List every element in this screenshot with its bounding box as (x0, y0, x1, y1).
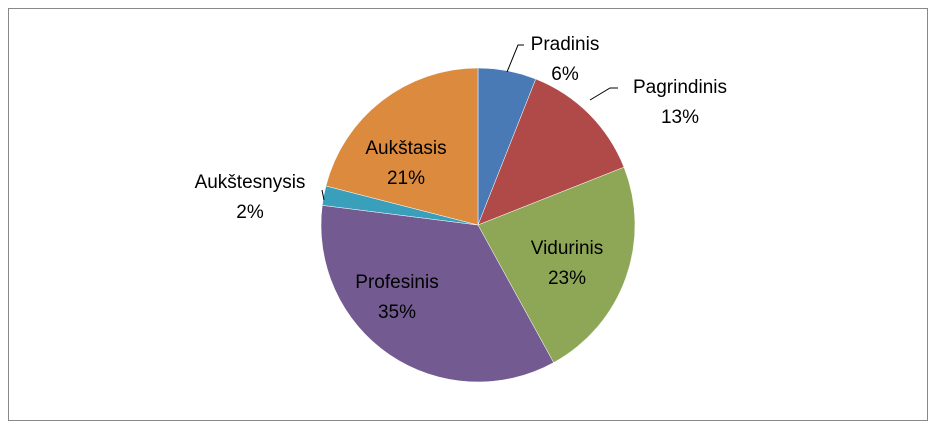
slice-label: Pradinis (531, 34, 600, 55)
pie-slice (477, 166, 636, 363)
slice-label: Aukštasis (365, 138, 446, 159)
pie-slice (325, 67, 479, 226)
pie-slice (320, 205, 554, 383)
slice-label: Profesinis (355, 272, 438, 293)
slice-value-label: 23% (548, 268, 586, 289)
slice-value-label: 6% (551, 64, 579, 85)
slice-value-label: 35% (378, 302, 416, 323)
leader-line (589, 87, 618, 101)
slice-label: Vidurinis (531, 238, 604, 259)
slice-label: Aukštesnysis (195, 172, 306, 193)
slice-value-label: 21% (387, 168, 425, 189)
pie-slice (477, 78, 625, 226)
slice-label: Pagrindinis (633, 77, 727, 98)
leader-line (506, 44, 524, 73)
slice-value-label: 13% (661, 107, 699, 128)
slice-value-label: 2% (236, 202, 264, 223)
leader-line (321, 189, 325, 201)
